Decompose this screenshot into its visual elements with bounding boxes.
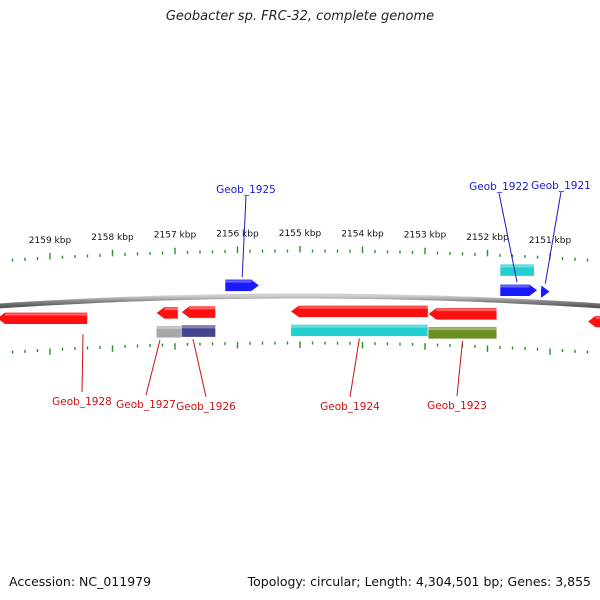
gene-feature[interactable] <box>427 307 498 321</box>
gene-feature[interactable] <box>224 279 260 292</box>
callout-line <box>349 338 360 398</box>
gene-feature[interactable] <box>180 305 216 319</box>
gene-label[interactable]: Geob_1928 <box>52 396 112 408</box>
gene-label[interactable]: Geob_1922 <box>469 181 529 193</box>
callout-line <box>241 195 247 278</box>
callout-line <box>544 191 562 284</box>
gene-highlight <box>595 316 600 319</box>
gene-highlight <box>225 280 252 283</box>
accession-text: Accession: NC_011979 <box>9 574 152 589</box>
callout-line <box>145 339 161 396</box>
gene-feature[interactable] <box>540 285 551 298</box>
genome-summary: Topology: circular; Length: 4,304,501 bp… <box>247 574 591 589</box>
gene-label[interactable]: Geob_1921 <box>531 180 591 192</box>
scale-ticks-inner <box>11 341 589 355</box>
gene-highlight <box>428 327 497 331</box>
scale-label: 2157 kbp <box>154 231 197 241</box>
gene-label[interactable]: Geob_1925 <box>216 184 276 196</box>
gene-features <box>0 263 600 340</box>
map-title: Geobacter sp. FRC-32, complete genome <box>165 9 435 24</box>
scale-label: 2152 kbp <box>466 233 509 243</box>
scale-label: 2155 kbp <box>279 229 322 239</box>
gene-highlight <box>290 325 429 328</box>
gene-highlight <box>189 307 216 310</box>
callout-line <box>498 192 518 283</box>
gene-highlight <box>500 265 535 268</box>
gene-highlight <box>298 306 429 309</box>
scale-labels: 2159 kbp 2158 kbp 2157 kbp 2156 kbp 2155 kbp… <box>29 229 572 246</box>
scale-label: 2151 kbp <box>529 236 572 246</box>
callout-line <box>81 334 84 393</box>
gene-highlight <box>156 326 182 330</box>
gene-feature[interactable] <box>587 315 600 328</box>
gene-feature[interactable] <box>180 324 216 338</box>
gene-highlight <box>500 285 530 288</box>
scale-label: 2158 kbp <box>91 233 134 243</box>
gene-feature[interactable] <box>0 312 88 325</box>
gene-callouts: Geob_1928 Geob_1927 Geob_1926 Geob_1925 Geob… <box>52 180 591 413</box>
gene-label[interactable]: Geob_1923 <box>427 400 487 412</box>
gene-feature[interactable] <box>499 263 535 277</box>
gene-highlight <box>436 308 497 312</box>
gene-feature[interactable] <box>290 305 429 318</box>
gene-highlight <box>540 286 542 289</box>
gene-highlight <box>181 326 216 329</box>
callout-line <box>192 339 207 398</box>
callout-line <box>456 340 463 397</box>
gene-highlight <box>4 313 88 316</box>
gene-feature[interactable] <box>155 306 179 320</box>
scale-label: 2159 kbp <box>29 236 72 246</box>
scale-ticks-outer <box>11 246 589 262</box>
genome-backbone <box>0 293 600 309</box>
gene-highlight <box>164 307 179 311</box>
gene-feature[interactable] <box>155 325 182 339</box>
gene-feature[interactable] <box>499 283 538 297</box>
scale-label: 2156 kbp <box>216 229 259 239</box>
gene-label[interactable]: Geob_1924 <box>320 401 380 413</box>
gene-label[interactable]: Geob_1926 <box>176 401 236 413</box>
gene-feature[interactable] <box>427 326 498 340</box>
gene-label[interactable]: Geob_1927 <box>116 399 176 411</box>
scale-label: 2153 kbp <box>404 231 447 241</box>
scale-label: 2154 kbp <box>341 229 384 239</box>
